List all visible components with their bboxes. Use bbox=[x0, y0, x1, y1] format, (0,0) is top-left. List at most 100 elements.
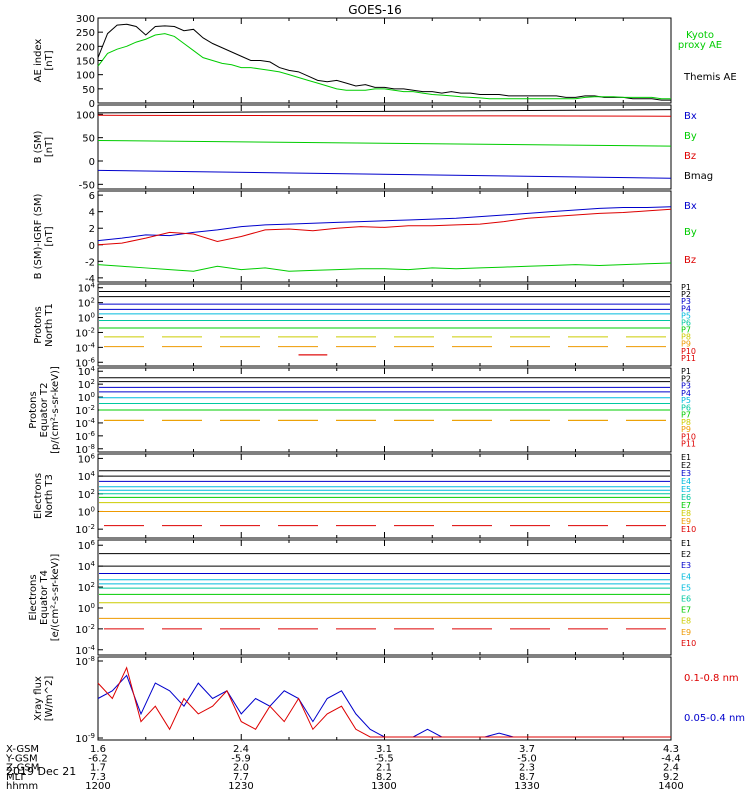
y-tick-label: 0 bbox=[89, 99, 95, 110]
y-tick-label: 0 bbox=[89, 241, 95, 252]
panel-bsm: B (SM) [nT] 100 50 0 -50 Bx By Bz Bmag bbox=[33, 104, 713, 191]
legend-entry: By bbox=[684, 227, 697, 238]
y-tick-label: 10-4 bbox=[75, 341, 95, 354]
legend-entry: E3 bbox=[681, 469, 691, 478]
panel-ee: Electrons Equator T4 [e/(cm²-s-sr-keV)] 106… bbox=[28, 539, 696, 657]
legend-entry: P9 bbox=[681, 425, 691, 434]
y-tick-label: 102 bbox=[78, 488, 95, 501]
panel-xray: Xray flux [W/m^2] 10-8 10-9 0.1-0.8 nm 0.05-0… bbox=[33, 655, 745, 745]
y-tick-label: 10-6 bbox=[75, 356, 95, 369]
legend-entry: P2 bbox=[681, 290, 691, 299]
orbit-row-value: 7.3 bbox=[90, 772, 106, 783]
series-line bbox=[97, 23, 671, 101]
orbit-row-value: 2.4 bbox=[663, 763, 679, 774]
legend-entry: P5 bbox=[681, 396, 691, 405]
orbit-row-value: 2.1 bbox=[376, 763, 392, 774]
orbit-row-label: MLT bbox=[6, 772, 26, 783]
legend-entry: Bx bbox=[684, 201, 697, 212]
orbit-row-value: 1300 bbox=[371, 781, 396, 792]
orbit-row-label: Z-GSM bbox=[6, 763, 39, 774]
legend-entry: Bz bbox=[684, 151, 696, 162]
y-tick-label: 0 bbox=[89, 157, 95, 168]
legend-entry: Bx bbox=[684, 111, 697, 122]
legend-entry: P3 bbox=[681, 297, 691, 306]
legend-entry: P10 bbox=[681, 432, 696, 441]
legend-entry: P8 bbox=[681, 418, 691, 427]
orbit-row-value: -5.5 bbox=[374, 753, 394, 764]
y-tick-label: 106 bbox=[78, 452, 96, 465]
orbit-row-value: 1330 bbox=[514, 781, 539, 792]
y-tick-label: 10-9 bbox=[75, 732, 95, 745]
legend-entry: P6 bbox=[681, 403, 691, 412]
orbit-table: X-GSM 1.6 2.4 3.1 3.7 4.3 Y-GSM -6.2 -5.9 -5.5 -5.… bbox=[5, 744, 684, 792]
series-line bbox=[97, 674, 671, 738]
y-tick-label: 106 bbox=[78, 539, 96, 552]
y-tick-label: 6 bbox=[89, 191, 95, 202]
date-label: 2019 Dec 21 bbox=[6, 765, 76, 778]
orbit-row-value: -5.0 bbox=[517, 753, 537, 764]
series-line bbox=[97, 114, 672, 117]
y-axis-label: Protons bbox=[33, 306, 44, 343]
legend-entry: E9 bbox=[681, 517, 691, 526]
y-tick-label: 100 bbox=[76, 110, 95, 121]
orbit-row-label: hhmm bbox=[6, 781, 38, 792]
panel-frame bbox=[97, 539, 672, 656]
legend-entry: E2 bbox=[681, 550, 691, 559]
orbit-row-value: -6.2 bbox=[88, 753, 108, 764]
legend-entry: Bz bbox=[684, 255, 696, 266]
legend-entry: Kyoto bbox=[686, 30, 714, 41]
y-tick-label: 300 bbox=[76, 14, 95, 25]
orbit-row-value: 2.4 bbox=[233, 744, 249, 755]
y-tick-label: 102 bbox=[78, 581, 95, 594]
series-line bbox=[97, 206, 672, 242]
series-line bbox=[97, 109, 672, 114]
y-tick-label: 10-8 bbox=[75, 655, 95, 668]
series-line bbox=[97, 262, 672, 272]
panel-bdiff: B (SM)-IGRF (SM) [nT] 6 4 2 0 -2 -4 Bx By Bz bbox=[33, 190, 697, 285]
orbit-row-label: X-GSM bbox=[6, 744, 39, 755]
legend-entry: E7 bbox=[681, 606, 691, 615]
y-tick-label: 10-4 bbox=[75, 417, 95, 430]
legend-entry: P1 bbox=[681, 367, 691, 376]
legend-entry: P11 bbox=[681, 440, 696, 449]
orbit-row-value: 1.6 bbox=[90, 744, 106, 755]
series-line bbox=[97, 666, 671, 738]
orbit-row-value: 9.2 bbox=[663, 772, 679, 783]
y-axis-label: B (SM)-IGRF (SM) bbox=[33, 194, 44, 280]
orbit-row-value: 8.7 bbox=[519, 772, 535, 783]
y-axis-label: Equator T2 bbox=[39, 383, 50, 438]
legend-entry: E1 bbox=[681, 539, 691, 548]
figure-title: GOES-16 bbox=[348, 3, 402, 17]
panel-ae: AE index [nT] 300 250 200 150 100 50 0 Kyotoproxy… bbox=[33, 14, 737, 110]
orbit-row-value: -5.9 bbox=[231, 753, 251, 764]
y-tick-label: 250 bbox=[76, 28, 95, 39]
y-tick-label: 100 bbox=[78, 391, 95, 404]
legend-entry: E8 bbox=[681, 509, 691, 518]
y-tick-label: -4 bbox=[85, 274, 95, 285]
legend-entry: E5 bbox=[681, 485, 691, 494]
y-axis-label: Electrons bbox=[28, 574, 39, 620]
series-line bbox=[97, 169, 672, 179]
y-tick-label: 10-6 bbox=[75, 430, 95, 443]
legend-entry: E4 bbox=[681, 572, 691, 581]
y-tick-label: 100 bbox=[78, 312, 95, 325]
y-tick-label: 200 bbox=[76, 42, 95, 53]
legend-entry: P7 bbox=[681, 326, 691, 335]
y-tick-label: 104 bbox=[78, 560, 96, 573]
y-tick-label: 10-2 bbox=[75, 326, 95, 339]
y-tick-label: 4 bbox=[89, 208, 95, 219]
y-axis-label: Xray flux bbox=[33, 676, 44, 721]
legend-entry: P7 bbox=[681, 411, 691, 420]
y-axis-label: Protons bbox=[28, 391, 39, 428]
y-tick-label: 104 bbox=[78, 282, 96, 295]
legend-entry: P9 bbox=[681, 340, 691, 349]
legend-entry: P1 bbox=[681, 283, 691, 292]
panels-group: AE index [nT]300250200150100500Kyotoproxy… bbox=[28, 14, 745, 745]
legend-entry: E10 bbox=[681, 639, 696, 648]
legend-entry: P4 bbox=[681, 304, 691, 313]
y-axis-label: Electrons bbox=[33, 473, 44, 519]
y-tick-label: 100 bbox=[78, 602, 95, 615]
orbit-row-label: Y-GSM bbox=[5, 753, 38, 764]
legend-entry: Bmag bbox=[684, 171, 713, 182]
legend-entry: P6 bbox=[681, 318, 691, 327]
